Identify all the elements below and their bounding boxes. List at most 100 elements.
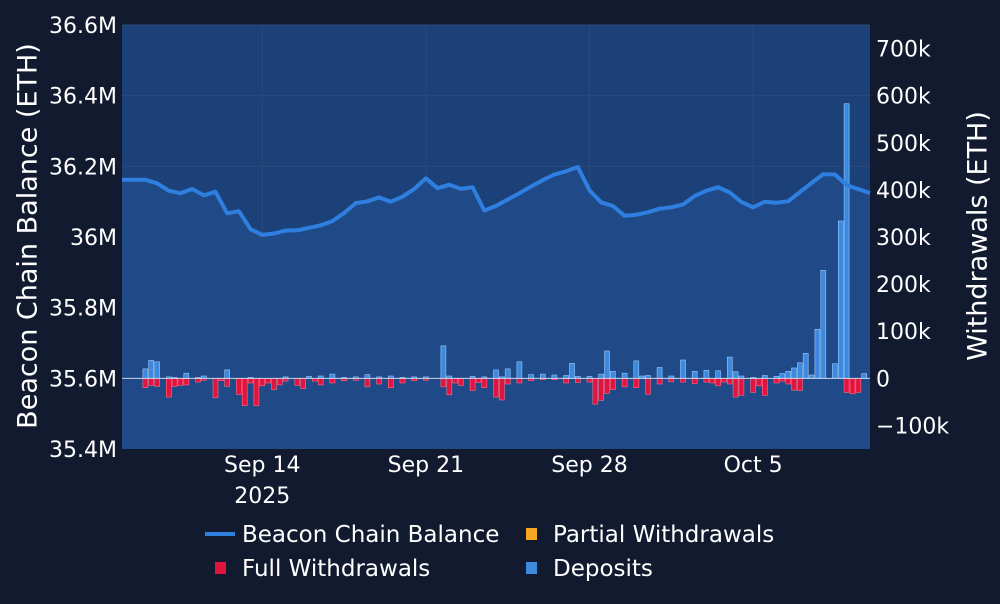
full-withdrawal-bar-72 [773,377,780,384]
deposit-bar-28 [504,368,511,379]
right-tick-label-4: 300k [876,226,931,251]
full-withdrawal-bar-25 [329,377,336,384]
deposit-bar-40 [621,372,628,379]
full-withdrawal-bar-15 [253,377,260,406]
deposit-bar-59 [797,362,803,379]
full-withdrawal-bar-54 [610,377,616,390]
full-withdrawal-bar-40 [481,377,488,388]
deposit-bar-46 [680,359,686,379]
deposit-bar-5 [183,372,190,379]
legend-swatch-partial-withdrawals [526,528,537,540]
right-tick-label-6: 500k [876,132,931,157]
left-axis-ticks: 35.4M 35.6M 35.8M 36M 36.2M 36.4M 36.6M [49,14,117,463]
full-withdrawal-bar-58 [656,377,663,385]
left-tick-label-0: 35.4M [49,438,117,463]
x-tick-label-1: Sep 21 [388,453,464,478]
full-withdrawal-bar-79 [855,377,862,393]
full-withdrawal-bar-39 [475,377,482,383]
full-withdrawal-bar-12 [236,377,242,395]
full-withdrawal-bar-13 [241,377,248,406]
legend-item-partial-withdrawals[interactable]: Partial Withdrawals [526,522,774,548]
deposit-bar-62 [814,328,821,379]
full-withdrawal-bar-29 [376,377,382,385]
x-axis-ticks: Sep 14 2025 Sep 21 Sep 28 Oct 5 [224,453,783,509]
left-tick-label-3: 36M [70,226,117,251]
deposit-bar-0 [142,368,149,379]
deposit-bar-22 [440,345,447,379]
deposit-bar-37 [598,373,605,379]
full-withdrawal-bar-49 [574,377,581,383]
deposit-bar-38 [604,350,610,379]
full-withdrawal-bar-57 [645,377,651,395]
x-tick-label-2: Sep 28 [551,453,627,478]
deposit-bar-41 [633,360,640,379]
full-withdrawal-bar-18 [271,377,277,390]
deposit-bar-44 [656,367,663,379]
deposit-bar-30 [528,374,534,379]
left-tick-label-1: 35.6M [49,367,117,392]
deposit-bar-66 [843,103,850,379]
full-withdrawal-bar-52 [598,377,605,401]
right-tick-label-0: −100k [876,414,949,439]
full-withdrawal-bar-3 [166,377,172,398]
right-tick-label-1: 0 [876,367,890,392]
full-withdrawal-bar-14 [247,377,254,384]
full-withdrawal-bar-65 [721,377,727,383]
deposit-bar-51 [732,371,739,379]
full-withdrawal-bar-48 [563,377,569,384]
right-tick-label-8: 700k [876,38,931,63]
deposit-bar-16 [364,374,371,379]
full-withdrawal-bar-6 [183,377,190,386]
full-withdrawal-bar-56 [633,377,640,388]
full-withdrawal-bar-43 [504,377,511,385]
deposit-bar-50 [726,356,733,379]
legend-swatch-full-withdrawals [215,562,226,574]
legend: Beacon Chain Balance Partial Withdrawals… [205,522,774,582]
left-tick-label-5: 36.4M [49,85,117,110]
legend-item-balance[interactable]: Beacon Chain Balance [205,522,499,548]
full-withdrawal-bar-0 [142,377,149,388]
full-withdrawal-bar-9 [212,377,219,398]
full-withdrawal-bar-19 [276,377,283,386]
bar-series [122,103,870,406]
deposit-bar-57 [785,370,792,379]
deposit-bar-39 [610,370,616,379]
x-tick-label-3: Oct 5 [724,453,783,478]
deposit-bar-48 [703,369,710,379]
full-withdrawal-bar-55 [621,377,628,388]
deposit-bar-58 [791,367,797,379]
full-withdrawal-bar-1 [148,377,154,386]
full-withdrawal-bar-66 [726,377,733,385]
full-withdrawal-bar-30 [387,377,394,388]
right-axis-ticks: −100k 0 100k 200k 300k 400k 500k 600k 700k [876,38,949,440]
deposit-bar-8 [224,369,230,379]
full-withdrawal-bar-5 [177,377,184,386]
full-withdrawal-bar-67 [732,377,739,398]
deposit-bar-67 [861,373,868,379]
full-withdrawal-bar-51 [592,377,599,405]
balance-line [122,165,871,237]
deposit-bar-31 [539,373,546,379]
full-withdrawal-bar-60 [680,377,686,383]
legend-item-deposits[interactable]: Deposits [526,556,653,582]
full-withdrawal-bar-42 [498,377,505,401]
full-withdrawal-bar-70 [756,377,762,387]
legend-label-deposits: Deposits [553,556,653,582]
left-tick-label-6: 36.6M [49,14,117,39]
deposit-bar-13 [329,373,336,379]
full-withdrawal-bar-61 [691,377,698,384]
full-withdrawal-bar-69 [750,377,756,393]
full-withdrawal-bar-24 [317,377,324,386]
x-tick-sublabel-0: 2025 [234,484,290,509]
right-tick-label-7: 600k [876,85,931,110]
legend-swatch-deposits [526,562,537,574]
legend-label-partial-withdrawals: Partial Withdrawals [553,522,774,548]
right-tick-label-5: 400k [876,179,931,204]
full-withdrawal-bar-62 [703,377,710,383]
full-withdrawal-bar-63 [709,377,716,384]
legend-item-full-withdrawals[interactable]: Full Withdrawals [215,556,430,582]
legend-label-full-withdrawals: Full Withdrawals [242,556,430,582]
left-axis-title: Beacon Chain Balance (ETH) [13,43,44,429]
